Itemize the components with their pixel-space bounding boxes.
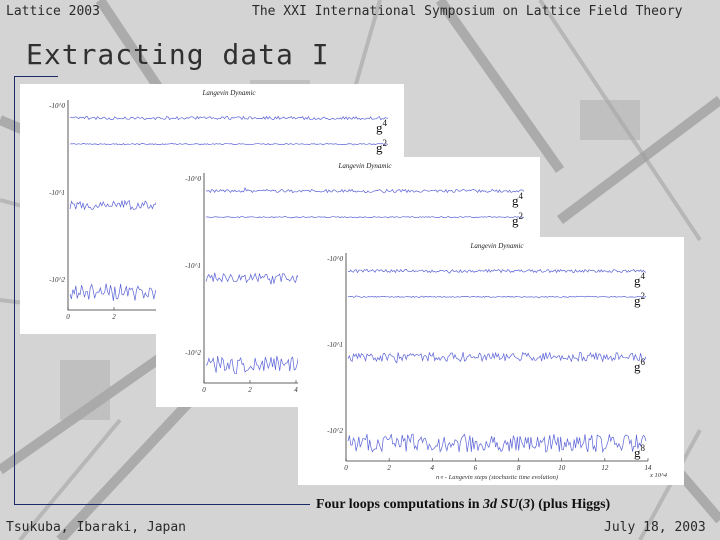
slide-title: Extracting data I <box>26 38 330 71</box>
chart-title: Langevin Dynamic <box>469 242 524 250</box>
x-axis-exponent: x 10^4 <box>649 472 668 479</box>
series-line <box>347 351 647 364</box>
x-tick-label: 12 <box>601 464 609 472</box>
x-axis-label: n·τ - Langevin steps (stochastic time ev… <box>436 474 558 481</box>
series-line <box>347 433 647 454</box>
header-conference-name: Lattice 2003 <box>6 4 100 19</box>
slide-caption: Four loops computations in 3d SU(3) (plu… <box>316 497 610 513</box>
series-line <box>347 268 647 274</box>
langevin-plot-3: Langevin Dynamic -10^0 -10^1 -10^2 0 2 4 6 8 10 12… <box>298 237 684 485</box>
x-tick-label: 6 <box>474 464 478 472</box>
series-line <box>205 215 525 219</box>
x-tick-label: 4 <box>294 386 298 394</box>
series-line <box>69 143 389 146</box>
chart-title: Langevin Dynamic <box>201 89 256 97</box>
x-tick-label: 2 <box>112 313 116 321</box>
x-tick-label: 10 <box>558 464 566 472</box>
frame-line-bottom <box>14 504 310 505</box>
caption-suffix: (plus Higgs) <box>534 497 611 512</box>
series-line <box>347 295 647 299</box>
series-label: g8 <box>634 443 646 460</box>
x-tick-label: 14 <box>645 464 653 472</box>
caption-italic-1: 3d SU <box>483 497 519 512</box>
y-tick-label: -10^1 <box>327 341 343 349</box>
series-label: g4 <box>376 118 388 135</box>
caption-prefix: Four loops computations in <box>316 497 483 512</box>
series-label: g4 <box>634 271 646 288</box>
x-tick-label: 0 <box>202 386 206 394</box>
frame-line-left <box>14 76 15 504</box>
y-tick-label: -10^2 <box>49 276 65 284</box>
x-tick-label: 0 <box>66 313 70 321</box>
series-label: g2 <box>512 211 523 228</box>
x-tick-label: 0 <box>344 464 348 472</box>
x-tick-label: 2 <box>387 464 391 472</box>
x-tick-label: 4 <box>431 464 435 472</box>
series-line <box>205 187 525 194</box>
chart-svg: Langevin Dynamic -10^0 -10^1 -10^2 0 2 4 6 8 10 12… <box>327 242 668 481</box>
header-symposium-title: The XXI International Symposium on Latti… <box>252 4 683 19</box>
x-tick-label: 2 <box>248 386 252 394</box>
footer-date: July 18, 2003 <box>604 520 706 535</box>
series-line <box>69 115 389 121</box>
y-tick-label: -10^1 <box>49 189 65 197</box>
chart-title: Langevin Dynamic <box>337 162 392 170</box>
series-label: g2 <box>634 291 645 308</box>
y-tick-label: -10^1 <box>185 262 201 270</box>
y-tick-label: -10^0 <box>49 102 65 110</box>
y-tick-label: -10^0 <box>327 255 343 263</box>
caption-paren-close: ) <box>530 497 535 512</box>
y-tick-label: -10^2 <box>327 427 343 435</box>
y-tick-label: -10^0 <box>185 175 201 183</box>
frame-line-top <box>14 76 58 77</box>
y-tick-label: -10^2 <box>185 349 201 357</box>
x-tick-label: 8 <box>517 464 521 472</box>
caption-italic-2: 3 <box>523 497 531 512</box>
caption-paren-open: ( <box>518 497 524 512</box>
series-label: g4 <box>512 191 524 208</box>
series-label: g6 <box>634 357 646 374</box>
series-label: g2 <box>376 138 387 155</box>
footer-location: Tsukuba, Ibaraki, Japan <box>6 520 187 535</box>
